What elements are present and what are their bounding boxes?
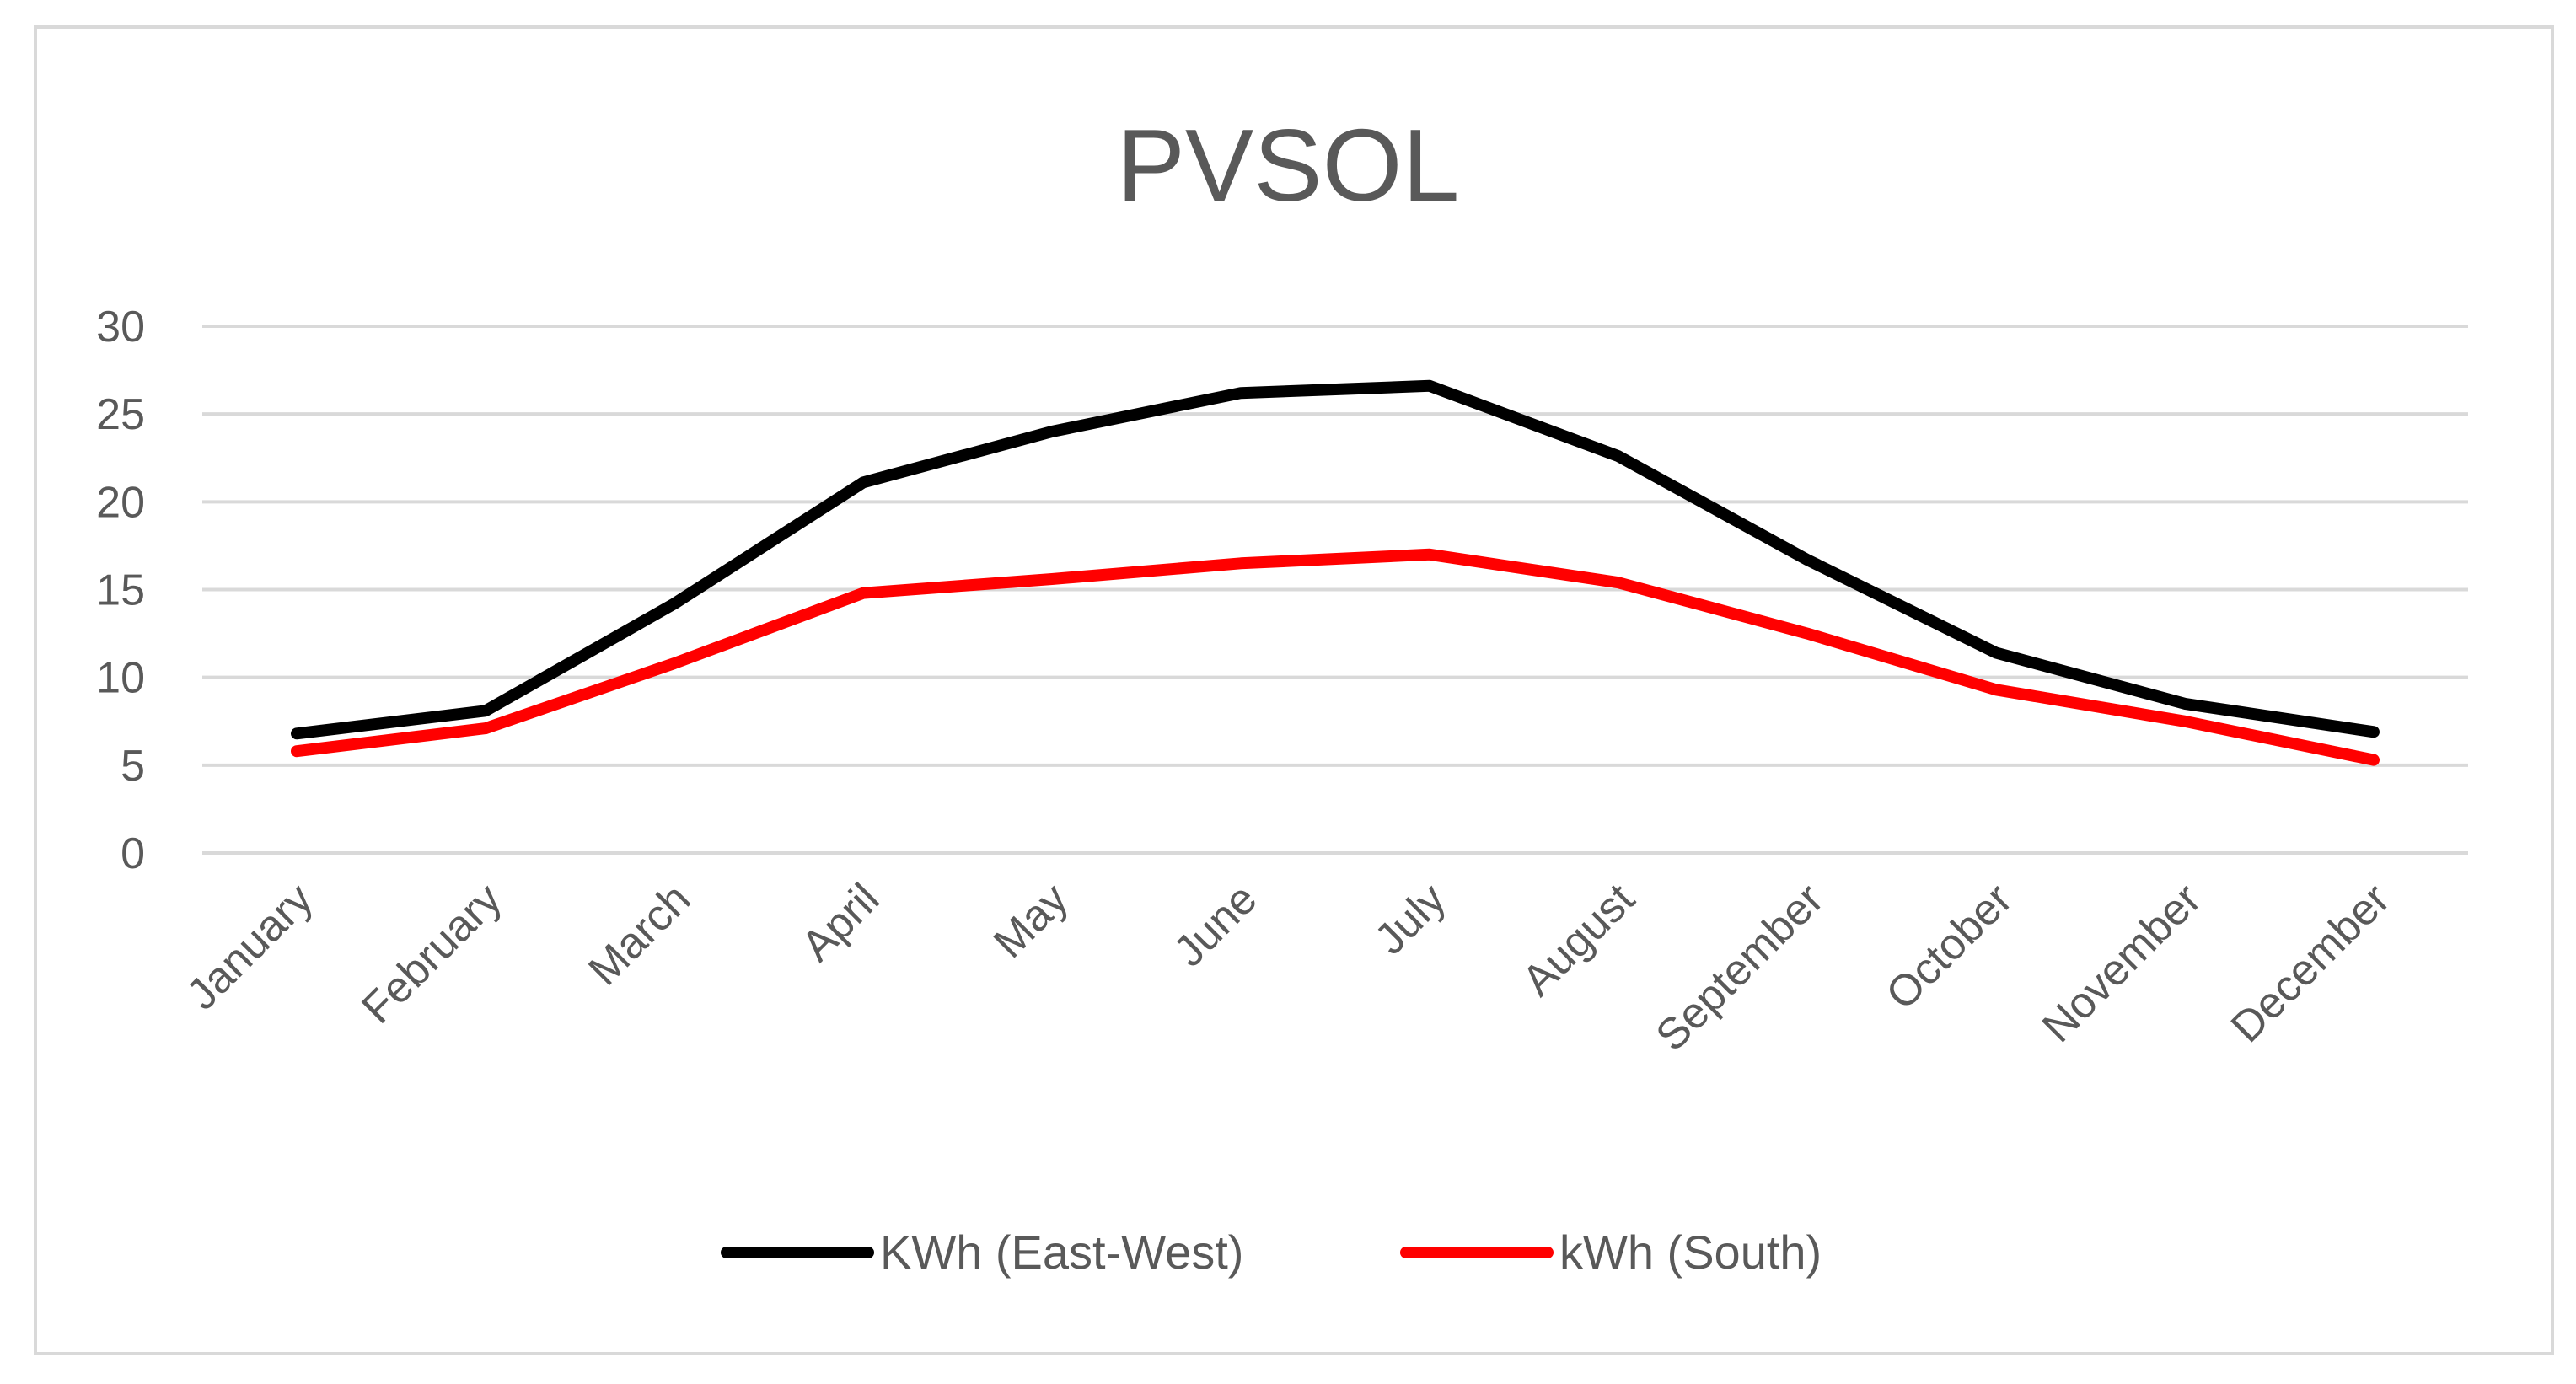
y-tick-label: 30	[96, 303, 145, 351]
y-tick-label: 20	[96, 478, 145, 527]
y-tick-label: 10	[96, 654, 145, 703]
legend-label: kWh (South)	[1559, 1226, 1822, 1279]
y-tick-label: 15	[96, 566, 145, 615]
legend-label: KWh (East-West)	[880, 1226, 1243, 1279]
y-tick-label: 25	[96, 390, 145, 439]
y-tick-label: 0	[121, 829, 145, 878]
y-tick-label: 5	[121, 742, 145, 791]
chart-border	[35, 27, 2552, 1354]
chart-title: PVSOL	[1117, 108, 1460, 223]
